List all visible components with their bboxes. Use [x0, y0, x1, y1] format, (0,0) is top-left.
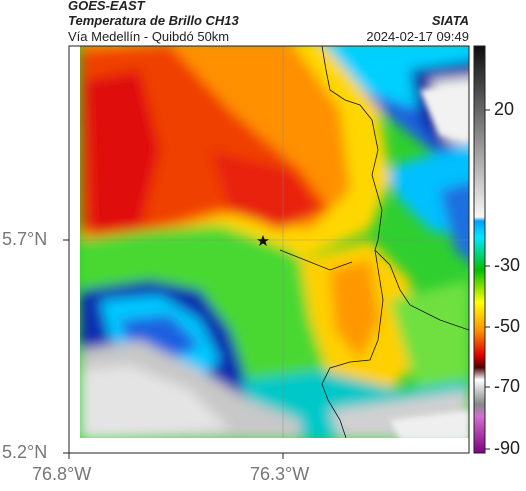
- region-subtitle: Vía Medellín - Quibdó 50km: [68, 29, 230, 44]
- colorbar: [473, 45, 486, 454]
- lat-label: 5.2°N: [2, 442, 48, 462]
- colorbar-tick-label: 20: [494, 99, 515, 119]
- brightness-temperature-field: [80, 46, 469, 438]
- map-frame: [68, 45, 470, 454]
- product-title: Temperatura de Brillo CH13: [68, 13, 239, 28]
- organization-label: SIATA: [431, 13, 469, 28]
- star-icon: [257, 235, 269, 246]
- lon-label: 76.3°W: [250, 464, 310, 484]
- lon-label: 76.8°W: [32, 464, 92, 484]
- satellite-title: GOES-EAST: [68, 0, 145, 13]
- colorbar-tick-label: -50: [494, 316, 521, 336]
- colorbar-tick-label: -90: [494, 438, 521, 458]
- timestamp-label: 2024-02-17 09:49: [366, 29, 469, 44]
- gridlines: [80, 46, 469, 438]
- colorbar-tick-label: -70: [494, 376, 521, 396]
- lat-label: 5.7°N: [2, 229, 48, 249]
- colorbar-tick-label: -30: [494, 255, 521, 275]
- boundary-lines: [279, 46, 469, 438]
